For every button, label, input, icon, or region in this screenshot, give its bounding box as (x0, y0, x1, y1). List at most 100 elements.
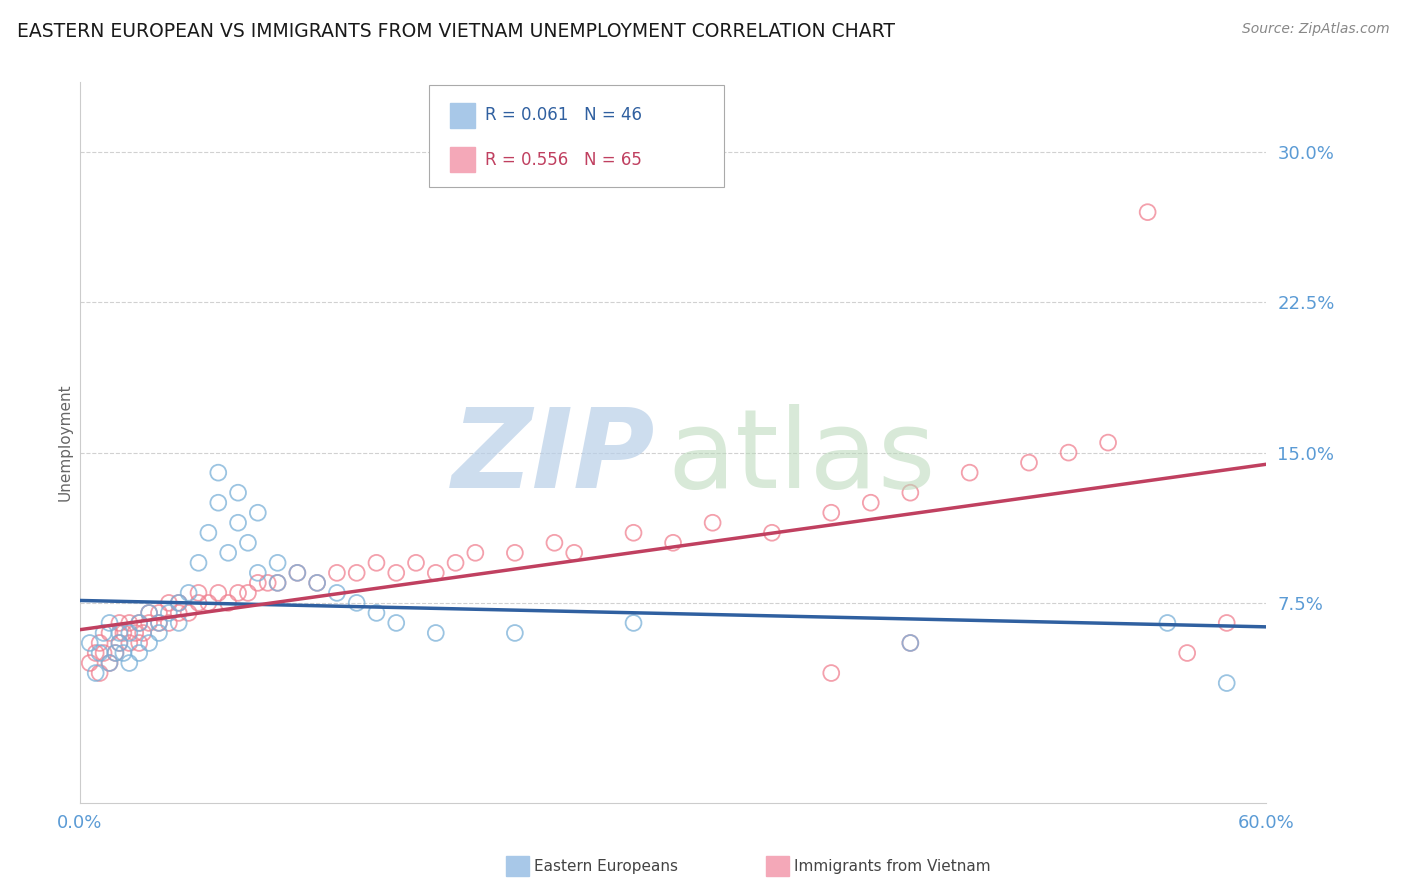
Point (702, 516, 724, 530)
Point (859, 496, 882, 510)
Point (1215, 615, 1237, 630)
Point (177, 586, 200, 600)
Point (246, 575, 269, 590)
Point (266, 556, 288, 570)
Point (307, 575, 329, 590)
Point (104, 646, 127, 660)
Point (1097, 435, 1119, 450)
Point (287, 566, 309, 580)
Point (326, 566, 349, 580)
Point (405, 556, 427, 570)
Text: Immigrants from Vietnam: Immigrants from Vietnam (794, 859, 991, 873)
Point (104, 646, 127, 660)
Point (256, 575, 278, 590)
Point (108, 636, 131, 650)
Point (1156, 615, 1178, 630)
Point (385, 566, 408, 580)
Point (98, 615, 121, 630)
Point (93, 646, 115, 660)
Point (1215, 676, 1237, 690)
Point (132, 626, 155, 640)
Point (207, 586, 229, 600)
Point (287, 566, 309, 580)
Y-axis label: Unemployment: Unemployment (58, 384, 73, 501)
Point (167, 596, 190, 610)
Point (503, 626, 526, 640)
Point (112, 646, 135, 660)
Point (128, 615, 150, 630)
Point (187, 586, 209, 600)
Point (207, 466, 229, 480)
Point (366, 556, 388, 570)
Point (1136, 205, 1159, 219)
Point (124, 626, 146, 640)
Point (623, 525, 645, 540)
Point (266, 575, 288, 590)
Point (112, 626, 135, 640)
Point (89, 666, 111, 681)
Point (128, 615, 150, 630)
Point (138, 615, 160, 630)
Point (820, 666, 842, 681)
Point (761, 525, 783, 540)
Point (246, 506, 269, 520)
Point (148, 615, 170, 630)
Point (366, 606, 388, 620)
Point (662, 536, 685, 550)
Point (138, 636, 160, 650)
Point (84, 666, 107, 681)
Point (346, 566, 368, 580)
Point (98, 656, 121, 670)
Point (98, 626, 121, 640)
Point (326, 586, 349, 600)
Point (108, 615, 131, 630)
Point (820, 506, 842, 520)
Point (167, 596, 190, 610)
Point (226, 586, 249, 600)
Point (898, 485, 921, 500)
Point (217, 546, 239, 560)
Point (898, 636, 921, 650)
Point (118, 636, 141, 650)
Point (157, 596, 180, 610)
Point (898, 636, 921, 650)
Point (562, 546, 585, 560)
Point (207, 496, 229, 510)
Point (108, 636, 131, 650)
Point (148, 615, 170, 630)
Point (108, 626, 131, 640)
Point (89, 646, 111, 660)
Point (623, 615, 645, 630)
Point (217, 596, 239, 610)
Point (236, 536, 259, 550)
Point (118, 656, 141, 670)
Point (1018, 456, 1040, 470)
Point (128, 636, 150, 650)
Text: R = 0.061   N = 46: R = 0.061 N = 46 (485, 106, 643, 124)
Point (93, 626, 115, 640)
Text: atlas: atlas (666, 403, 935, 510)
Point (118, 615, 141, 630)
Point (503, 546, 526, 560)
Point (346, 596, 368, 610)
Text: Eastern Europeans: Eastern Europeans (534, 859, 678, 873)
Point (148, 626, 170, 640)
Point (236, 586, 259, 600)
Point (148, 606, 170, 620)
Point (226, 516, 249, 530)
Text: R = 0.556   N = 65: R = 0.556 N = 65 (485, 151, 643, 169)
Point (118, 626, 141, 640)
Point (79, 656, 101, 670)
Point (464, 546, 486, 560)
Point (84, 646, 107, 660)
Point (307, 575, 329, 590)
Point (177, 606, 200, 620)
Point (1057, 445, 1080, 459)
Text: ZIP: ZIP (451, 403, 655, 510)
Point (959, 466, 981, 480)
Point (157, 606, 180, 620)
Point (197, 525, 219, 540)
Point (425, 626, 447, 640)
Point (187, 556, 209, 570)
Point (89, 636, 111, 650)
